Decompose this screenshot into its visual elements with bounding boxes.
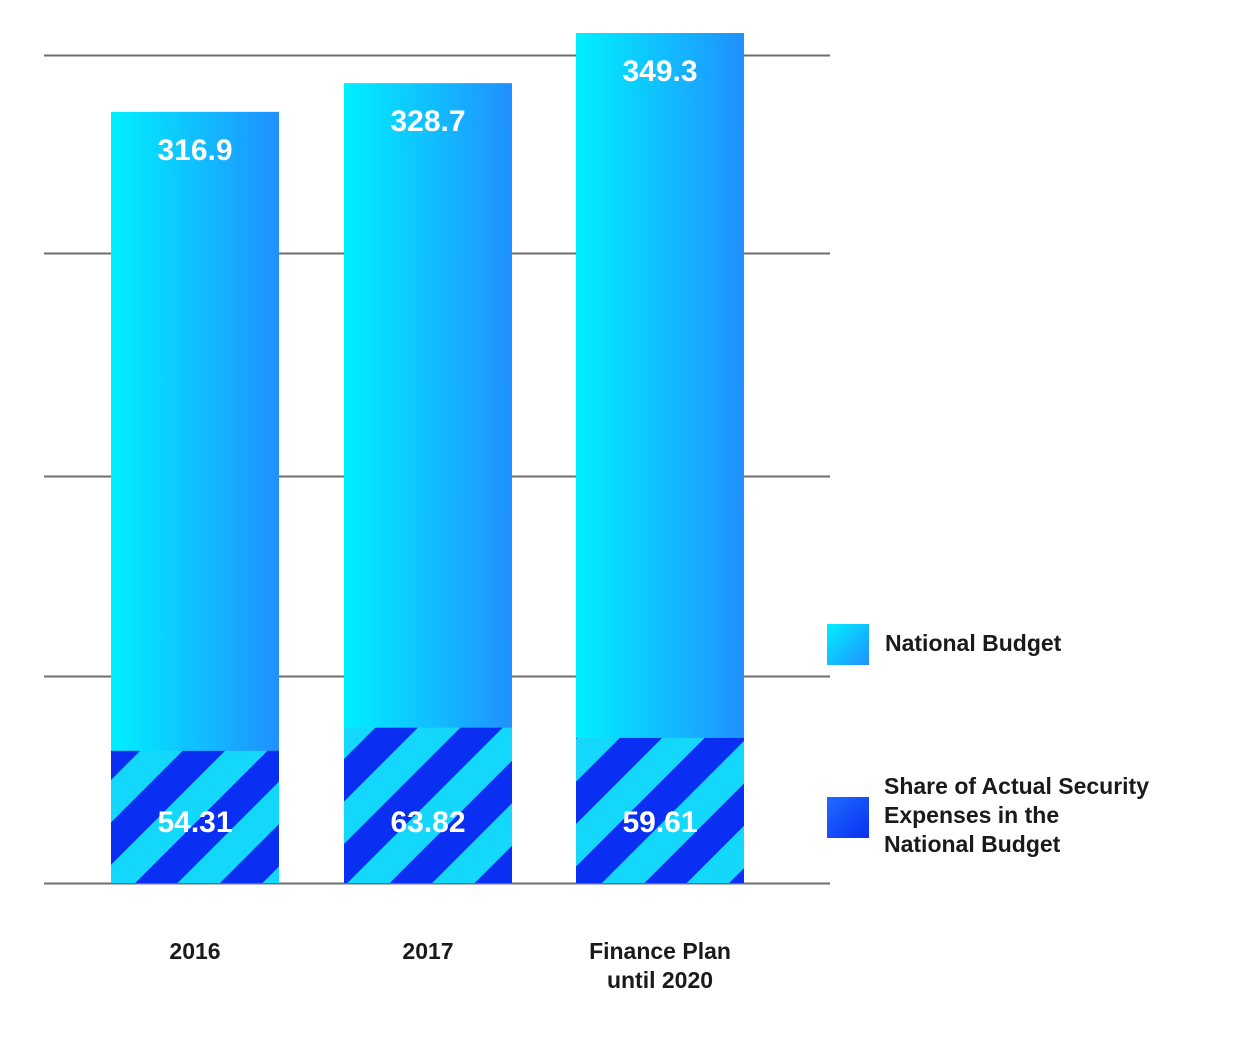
x-tick-label: until 2020 [607, 967, 713, 993]
national-budget-value-label: 328.7 [390, 105, 465, 138]
legend-label-security-share: National Budget [884, 831, 1061, 857]
security-share-value-label: 59.61 [622, 806, 697, 839]
legend: National Budget Share of Actual Security E… [827, 624, 1149, 857]
legend-label-security-share: Share of Actual Security [884, 773, 1149, 799]
bars [111, 33, 744, 884]
security-share-value-label: 63.82 [390, 806, 465, 839]
legend-swatch-national-budget [827, 624, 869, 665]
security-share-bar-0 [111, 750, 279, 883]
x-tick-label: 2016 [169, 938, 220, 964]
security-share-value-label: 54.31 [157, 806, 232, 839]
security-share-bar-1 [344, 727, 512, 883]
national-budget-value-label: 316.9 [157, 134, 232, 167]
data-labels: 316.9 54.31 328.7 63.82 349.3 59.61 [157, 55, 697, 839]
security-share-bar-2 [576, 737, 744, 883]
legend-swatch-security-share [827, 797, 869, 838]
x-axis-labels: 2016 2017 Finance Plan until 2020 [169, 938, 731, 993]
x-tick-label: Finance Plan [589, 938, 731, 964]
legend-label-security-share: Expenses in the [884, 802, 1059, 828]
national-budget-value-label: 349.3 [622, 55, 697, 88]
legend-label-national-budget: National Budget [885, 630, 1062, 656]
x-tick-label: 2017 [402, 938, 453, 964]
